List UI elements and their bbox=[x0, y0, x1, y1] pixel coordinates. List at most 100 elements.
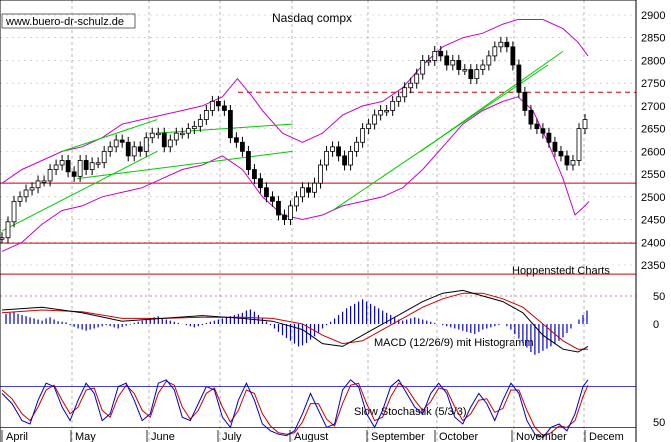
price-candle-66 bbox=[396, 96, 402, 102]
price-candle-85 bbox=[510, 46, 516, 66]
price-candle-50 bbox=[300, 187, 305, 198]
macd-line bbox=[1, 289, 589, 353]
price-candle-72 bbox=[432, 50, 438, 61]
price-tick-label-9: 2450 bbox=[641, 215, 665, 227]
price-candle-4 bbox=[23, 189, 29, 198]
gridlines bbox=[0, 0, 636, 442]
price-candle-22 bbox=[131, 146, 137, 157]
price-candle-28 bbox=[167, 139, 173, 148]
price-candle-90 bbox=[540, 128, 546, 134]
price-candle-59 bbox=[354, 141, 360, 152]
price-candle-15 bbox=[89, 162, 95, 170]
price-candle-33 bbox=[197, 119, 203, 127]
price-tick-label-11: 2350 bbox=[641, 260, 665, 272]
price-candle-55 bbox=[330, 146, 335, 152]
month-label-7: November bbox=[516, 431, 567, 442]
price-candle-81 bbox=[486, 55, 492, 66]
price-candle-62 bbox=[372, 114, 378, 125]
support-resistance-lines bbox=[0, 91, 636, 275]
price-candle-70 bbox=[420, 60, 426, 75]
price-tick-label-6: 2600 bbox=[641, 146, 665, 158]
price-tick-label-7: 2550 bbox=[641, 169, 665, 181]
price-tick-label-2: 2800 bbox=[641, 55, 665, 67]
price-tick-label-0: 2900 bbox=[641, 10, 665, 22]
price-candle-65 bbox=[390, 100, 396, 111]
month-label-3: July bbox=[222, 431, 242, 442]
price-candle-44 bbox=[264, 187, 269, 198]
price-candle-61 bbox=[366, 123, 372, 130]
stochastic-title: Slow Stochastik (5/3/3) bbox=[354, 406, 467, 418]
price-candle-83 bbox=[498, 41, 504, 48]
price-candle-73 bbox=[438, 50, 444, 57]
price-candle-8 bbox=[47, 169, 53, 182]
price-candle-6 bbox=[35, 180, 41, 189]
price-candle-9 bbox=[53, 164, 59, 170]
annotation-hoppenstedt: Hoppenstedt Charts bbox=[512, 265, 610, 277]
price-candle-35 bbox=[209, 100, 215, 111]
price-candle-12 bbox=[71, 171, 77, 177]
price-candle-95 bbox=[570, 160, 576, 166]
price-candle-36 bbox=[215, 100, 221, 107]
price-candle-79 bbox=[474, 69, 480, 80]
price-candle-0 bbox=[0, 237, 5, 240]
trendlines bbox=[1, 50, 564, 232]
price-candle-75 bbox=[450, 60, 456, 66]
price-candle-18 bbox=[107, 146, 113, 152]
price-candle-86 bbox=[516, 64, 522, 93]
stochastic-tick-label-0: 50 bbox=[653, 417, 665, 429]
trendline-0 bbox=[1, 150, 158, 232]
price-candle-11 bbox=[65, 160, 71, 173]
macd-tick-label-1: 0 bbox=[653, 319, 659, 331]
trendline-5 bbox=[420, 50, 564, 152]
price-candle-1 bbox=[5, 221, 11, 239]
price-candle-47 bbox=[282, 214, 287, 220]
month-label-4: August bbox=[294, 431, 328, 442]
price-series bbox=[0, 36, 588, 244]
price-candle-54 bbox=[324, 150, 329, 166]
price-candle-92 bbox=[552, 141, 558, 152]
price-candle-5 bbox=[29, 187, 35, 191]
month-label-0: April bbox=[6, 431, 28, 442]
price-candle-53 bbox=[318, 164, 323, 184]
price-candle-16 bbox=[95, 162, 101, 165]
macd-panel bbox=[0, 289, 636, 355]
price-candle-43 bbox=[258, 178, 263, 189]
price-tick-label-10: 2400 bbox=[641, 237, 665, 249]
price-candle-10 bbox=[59, 160, 65, 166]
price-candle-76 bbox=[456, 60, 462, 70]
bollinger-lower-line bbox=[1, 96, 590, 252]
bollinger-upper-line bbox=[1, 19, 589, 184]
price-candle-57 bbox=[342, 155, 347, 166]
price-candle-82 bbox=[492, 46, 498, 57]
price-tick-label-3: 2750 bbox=[641, 78, 665, 90]
watermark: www.buero-dr-schulz.de bbox=[5, 16, 124, 28]
price-candle-14 bbox=[83, 160, 89, 170]
price-candle-23 bbox=[137, 146, 143, 152]
stochastic-d-line bbox=[1, 380, 589, 437]
price-candle-42 bbox=[252, 169, 257, 180]
price-candle-69 bbox=[414, 73, 420, 84]
price-candle-17 bbox=[101, 150, 107, 164]
price-candle-97 bbox=[582, 119, 588, 130]
price-candle-20 bbox=[119, 139, 125, 143]
price-candle-63 bbox=[378, 110, 384, 116]
price-candle-40 bbox=[240, 141, 245, 152]
macd-tick-label-0: 50 bbox=[653, 291, 665, 303]
month-label-5: September bbox=[371, 431, 425, 442]
price-candle-27 bbox=[161, 132, 167, 148]
price-candle-13 bbox=[77, 160, 83, 177]
price-candle-60 bbox=[360, 128, 366, 143]
price-candle-45 bbox=[270, 196, 275, 202]
price-candle-29 bbox=[173, 132, 179, 141]
bollinger-bands bbox=[1, 19, 590, 252]
y-axis-labels: 2900 2850 2800 2750 2700 2650 2600 2550 2500 2450… bbox=[641, 10, 665, 429]
price-candle-48 bbox=[288, 205, 293, 220]
price-candle-80 bbox=[480, 64, 486, 70]
price-candle-34 bbox=[203, 110, 209, 120]
price-chart-title: Nasdaq compx bbox=[272, 11, 352, 25]
month-label-1: May bbox=[75, 431, 96, 442]
price-candle-68 bbox=[408, 82, 414, 89]
price-candle-89 bbox=[534, 123, 540, 130]
price-tick-label-4: 2700 bbox=[641, 101, 665, 113]
